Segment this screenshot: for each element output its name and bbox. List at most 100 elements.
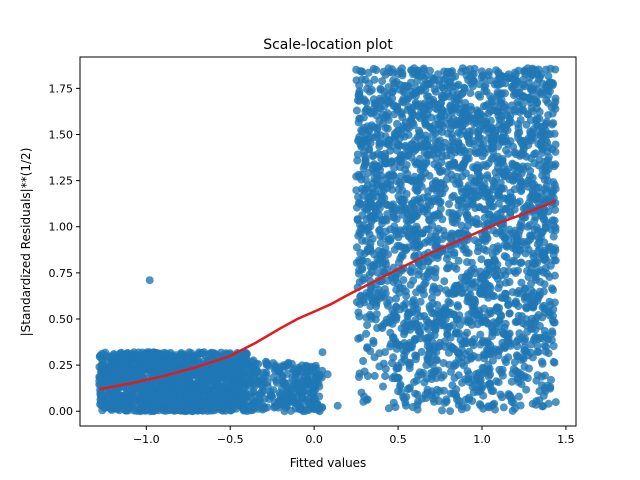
data-point bbox=[96, 374, 104, 382]
data-point bbox=[352, 243, 361, 252]
data-point bbox=[551, 184, 560, 193]
data-point bbox=[505, 278, 514, 286]
data-point bbox=[465, 297, 474, 306]
data-point bbox=[353, 156, 362, 165]
data-point bbox=[359, 357, 368, 365]
data-point bbox=[550, 162, 559, 171]
outlier-point bbox=[145, 276, 154, 285]
data-point bbox=[154, 358, 163, 367]
data-point bbox=[378, 219, 387, 228]
data-point bbox=[428, 286, 437, 295]
data-point bbox=[146, 359, 155, 368]
data-point bbox=[455, 281, 464, 289]
data-point bbox=[163, 357, 172, 366]
data-point bbox=[363, 372, 372, 380]
data-point bbox=[538, 90, 547, 99]
data-point bbox=[237, 375, 246, 384]
outlier-point bbox=[323, 370, 332, 379]
data-point bbox=[497, 368, 506, 377]
data-point bbox=[420, 148, 429, 157]
data-point bbox=[479, 140, 488, 149]
data-point bbox=[142, 382, 150, 391]
data-point bbox=[433, 301, 442, 309]
data-point bbox=[366, 310, 374, 319]
data-point bbox=[484, 345, 493, 354]
data-point bbox=[393, 119, 401, 128]
data-point bbox=[464, 181, 473, 190]
data-point bbox=[529, 336, 538, 345]
data-point bbox=[295, 387, 304, 396]
data-point bbox=[354, 193, 363, 202]
data-point bbox=[400, 394, 409, 403]
data-point bbox=[302, 361, 311, 370]
data-point bbox=[363, 105, 372, 113]
data-point bbox=[421, 322, 430, 331]
data-point bbox=[416, 285, 425, 294]
y-tick-label: 0.75 bbox=[49, 267, 74, 280]
data-point bbox=[407, 236, 416, 244]
data-point bbox=[513, 289, 522, 298]
data-point bbox=[491, 257, 500, 266]
data-point bbox=[486, 92, 495, 101]
data-point bbox=[271, 361, 280, 370]
data-point bbox=[386, 225, 395, 234]
data-point bbox=[393, 227, 402, 236]
data-point bbox=[402, 190, 411, 198]
data-point bbox=[355, 369, 364, 378]
data-point bbox=[497, 158, 506, 167]
data-point bbox=[413, 186, 422, 195]
data-point bbox=[460, 148, 469, 156]
data-point bbox=[519, 204, 528, 213]
data-point bbox=[496, 167, 504, 176]
data-point bbox=[439, 181, 448, 190]
data-point bbox=[225, 386, 234, 395]
x-tick-label: 1.5 bbox=[557, 433, 575, 446]
data-point bbox=[411, 355, 420, 364]
data-point bbox=[137, 406, 146, 415]
data-point bbox=[370, 371, 379, 380]
data-point bbox=[354, 334, 363, 343]
data-point bbox=[378, 77, 387, 86]
data-point bbox=[209, 364, 218, 373]
data-point bbox=[488, 123, 497, 132]
data-point bbox=[466, 102, 475, 111]
data-point bbox=[108, 362, 117, 370]
data-point bbox=[511, 80, 520, 89]
data-point bbox=[522, 120, 531, 129]
data-point bbox=[499, 403, 508, 412]
data-point bbox=[514, 266, 522, 275]
data-point bbox=[96, 389, 105, 398]
data-point bbox=[381, 70, 390, 79]
data-point bbox=[472, 215, 481, 223]
data-point bbox=[388, 319, 397, 328]
data-point bbox=[525, 221, 534, 230]
data-point bbox=[390, 102, 398, 111]
data-point bbox=[254, 372, 263, 381]
data-point bbox=[182, 370, 191, 379]
data-point bbox=[458, 109, 467, 118]
data-point bbox=[501, 271, 510, 280]
data-point bbox=[159, 406, 168, 415]
data-point bbox=[482, 246, 491, 255]
data-point bbox=[144, 396, 153, 405]
data-point bbox=[511, 68, 519, 77]
data-point bbox=[532, 104, 541, 113]
data-point bbox=[416, 72, 425, 81]
data-point bbox=[286, 386, 295, 395]
data-point bbox=[449, 321, 457, 330]
plot-frame bbox=[79, 56, 577, 427]
data-point bbox=[415, 368, 424, 377]
data-point bbox=[384, 235, 393, 244]
data-point bbox=[484, 402, 493, 411]
data-point bbox=[517, 312, 526, 321]
data-point bbox=[440, 112, 449, 120]
data-point bbox=[377, 188, 385, 197]
data-point bbox=[547, 375, 555, 384]
data-point bbox=[396, 305, 404, 314]
data-point bbox=[413, 322, 422, 331]
data-point bbox=[379, 382, 387, 391]
data-point bbox=[424, 105, 433, 114]
data-point bbox=[546, 383, 555, 391]
data-point bbox=[193, 406, 202, 415]
data-point bbox=[514, 120, 523, 129]
